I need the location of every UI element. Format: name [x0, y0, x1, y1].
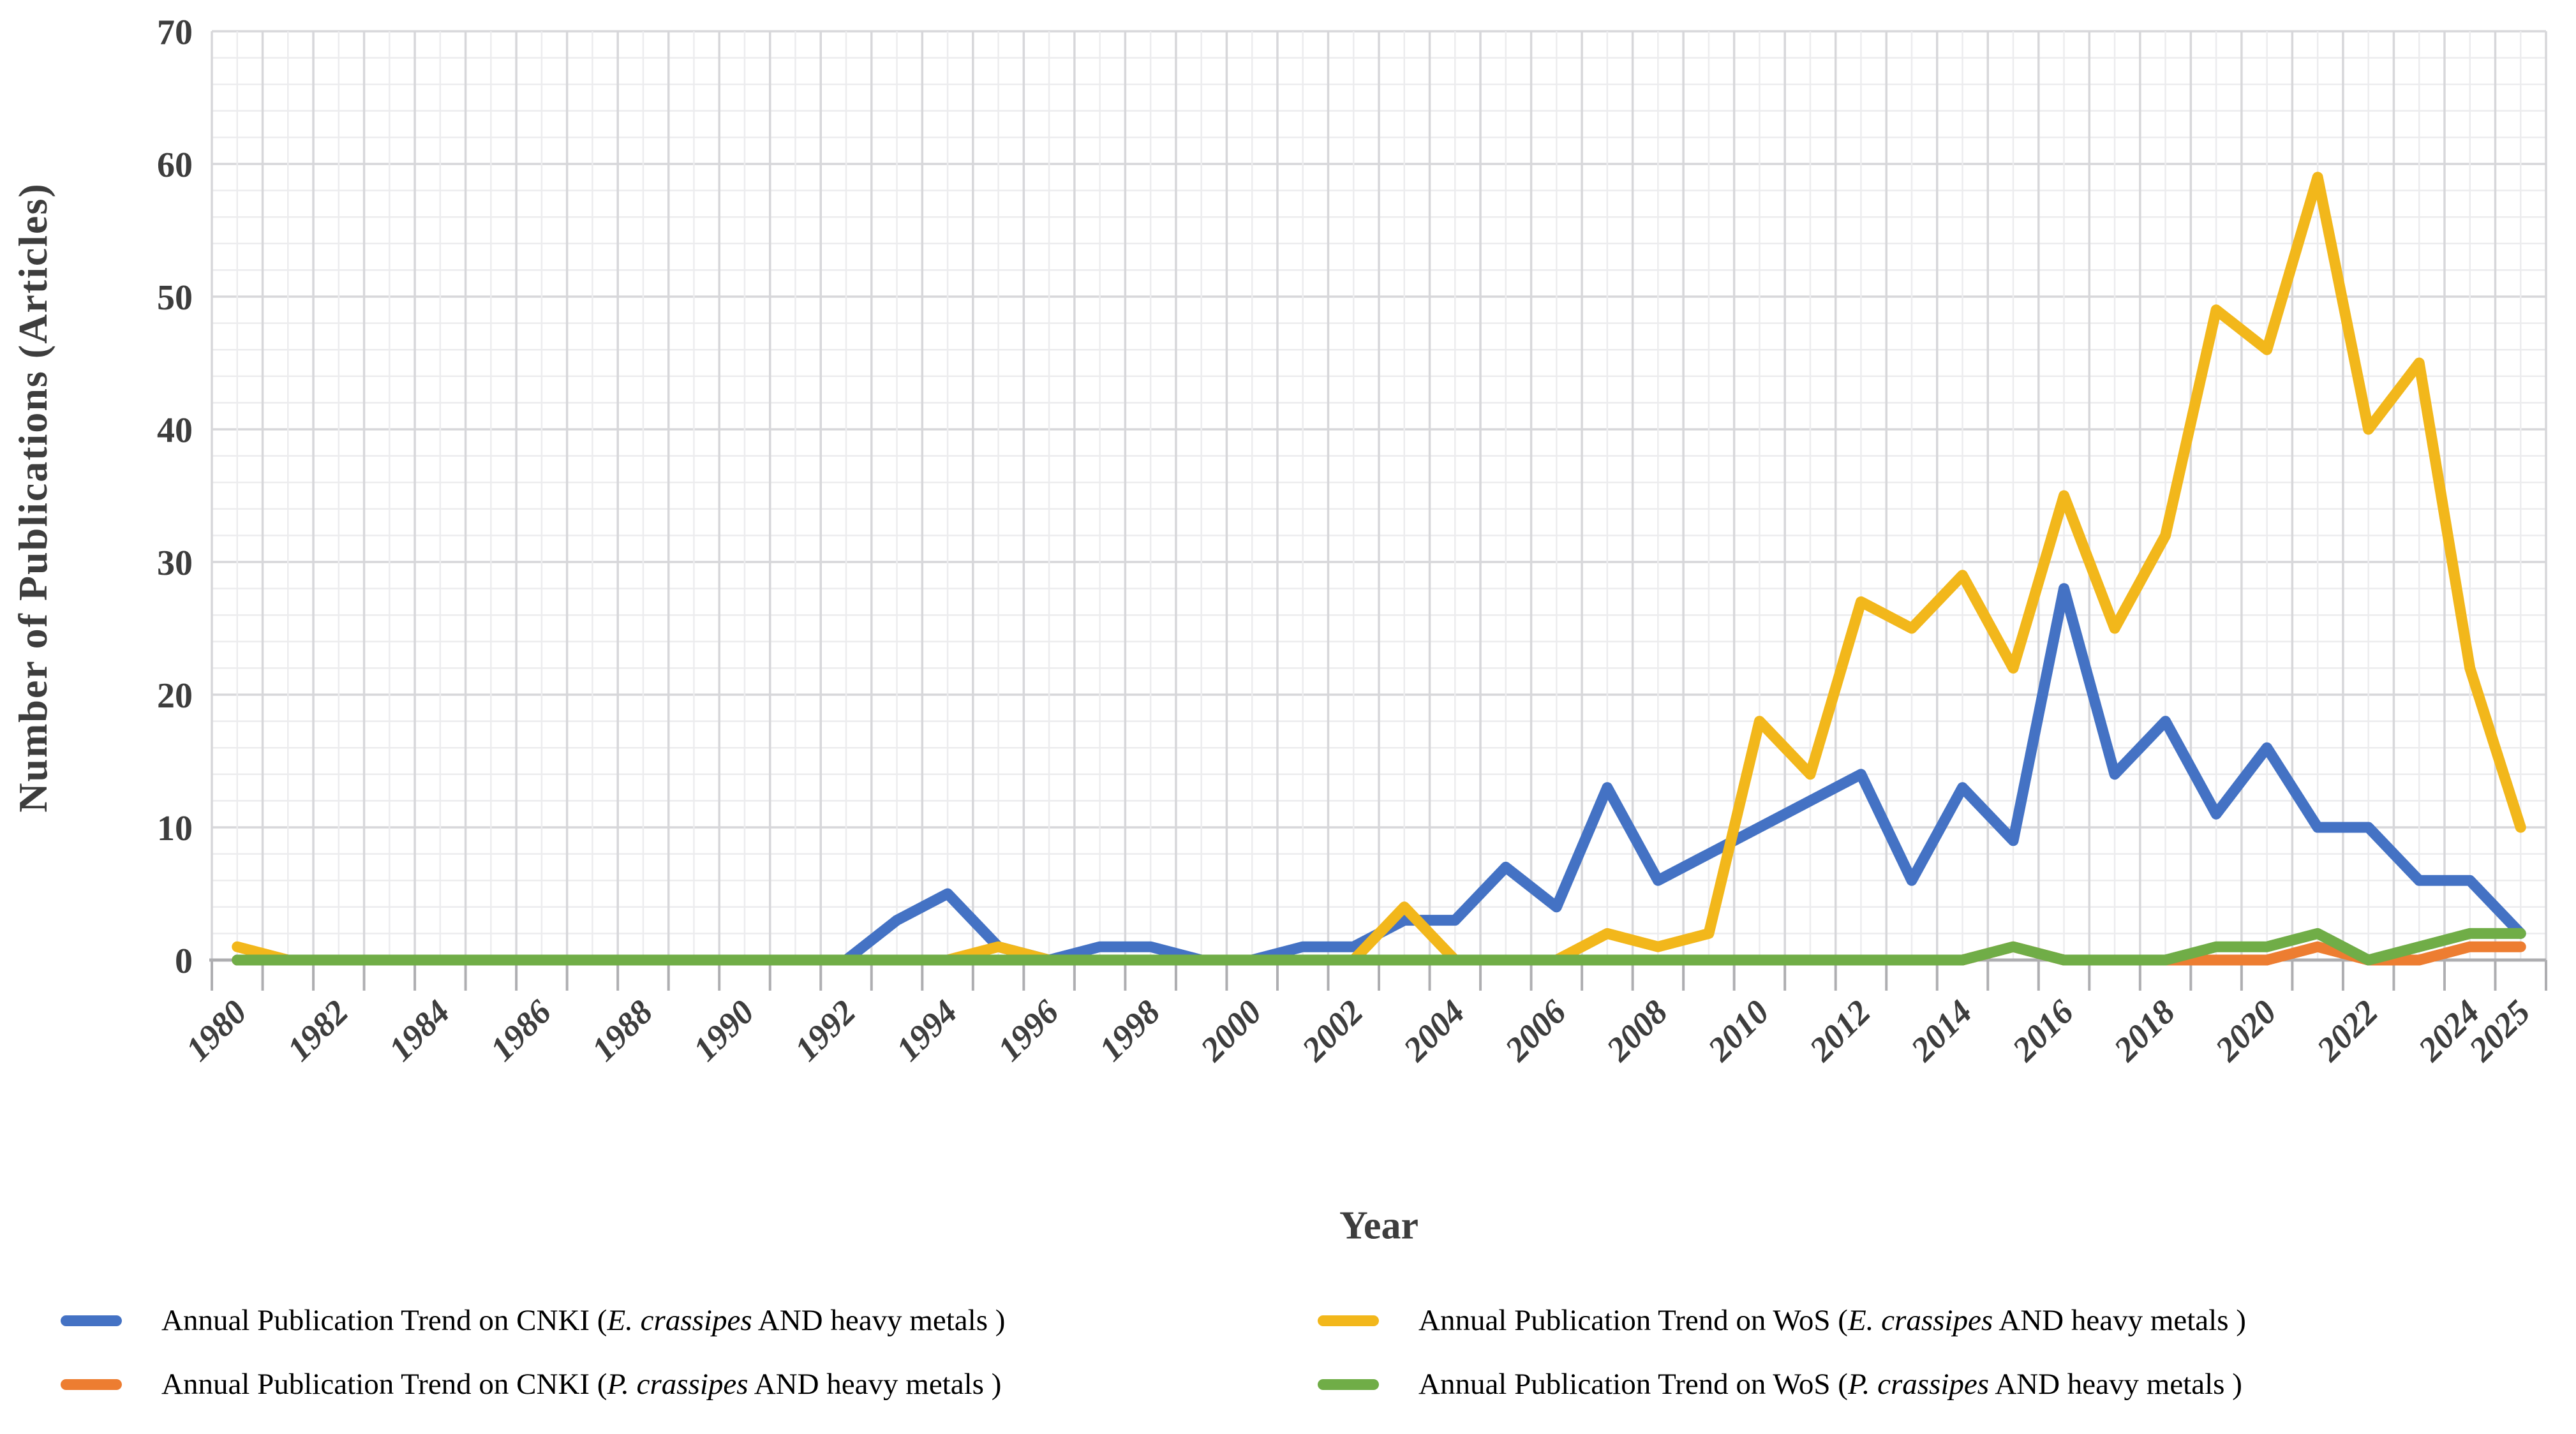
- svg-text:10: 10: [157, 809, 193, 848]
- svg-text:2025: 2025: [2461, 993, 2538, 1069]
- svg-text:40: 40: [157, 411, 193, 450]
- svg-text:1992: 1992: [787, 993, 863, 1068]
- svg-text:2016: 2016: [2005, 993, 2081, 1069]
- svg-text:1996: 1996: [990, 993, 1066, 1068]
- y-axis-title: Number of Publications (Articles): [10, 182, 56, 813]
- legend-item-cnki-e-crassipes: Annual Publication Trend on CNKI (E. cra…: [61, 1298, 1005, 1343]
- legend-swatch-cnki-e-crassipes: [61, 1315, 122, 1326]
- svg-text:0: 0: [175, 942, 193, 981]
- svg-text:1982: 1982: [279, 993, 355, 1068]
- svg-text:1980: 1980: [178, 993, 254, 1068]
- svg-text:2008: 2008: [1598, 993, 1675, 1069]
- svg-text:1988: 1988: [584, 993, 660, 1068]
- legend-label-wos-e-crassipes: Annual Publication Trend on WoS (E. cras…: [1418, 1304, 2246, 1337]
- svg-text:2006: 2006: [1497, 993, 1574, 1069]
- svg-text:2012: 2012: [1801, 993, 1878, 1069]
- legend-swatch-cnki-p-crassipes: [61, 1379, 122, 1390]
- svg-text:1994: 1994: [889, 993, 965, 1068]
- svg-text:1986: 1986: [483, 993, 559, 1068]
- legend-swatch-wos-e-crassipes: [1318, 1315, 1379, 1326]
- svg-text:1998: 1998: [1092, 993, 1168, 1068]
- svg-text:60: 60: [157, 145, 193, 185]
- svg-text:2018: 2018: [2106, 993, 2183, 1069]
- svg-text:2010: 2010: [1700, 993, 1776, 1069]
- svg-text:2002: 2002: [1294, 993, 1371, 1069]
- legend-item-wos-e-crassipes: Annual Publication Trend on WoS (E. cras…: [1318, 1298, 2246, 1343]
- x-axis-title: Year: [1339, 1204, 1418, 1248]
- svg-text:2022: 2022: [2309, 993, 2386, 1069]
- svg-text:50: 50: [157, 278, 193, 318]
- svg-text:30: 30: [157, 543, 193, 583]
- svg-text:20: 20: [157, 676, 193, 716]
- svg-text:2020: 2020: [2208, 993, 2284, 1069]
- legend-label-cnki-e-crassipes: Annual Publication Trend on CNKI (E. cra…: [161, 1304, 1006, 1337]
- legend-item-wos-p-crassipes: Annual Publication Trend on WoS (P. cras…: [1318, 1362, 2242, 1407]
- svg-text:1990: 1990: [686, 993, 762, 1068]
- legend-swatch-wos-p-crassipes: [1318, 1379, 1379, 1390]
- legend-item-cnki-p-crassipes: Annual Publication Trend on CNKI (P. cra…: [61, 1362, 1001, 1407]
- svg-text:2004: 2004: [1396, 993, 1472, 1069]
- svg-text:2014: 2014: [1903, 993, 1979, 1069]
- legend-label-wos-p-crassipes: Annual Publication Trend on WoS (P. cras…: [1418, 1368, 2242, 1401]
- legend-label-cnki-p-crassipes: Annual Publication Trend on CNKI (P. cra…: [161, 1368, 1002, 1401]
- svg-text:2000: 2000: [1193, 993, 1269, 1069]
- svg-text:1984: 1984: [382, 993, 458, 1068]
- line-chart-plot: 0 10 20 30 40 50 60 70 1980 1982 1984 1986 1988 1990 1…: [157, 13, 2547, 1069]
- svg-text:70: 70: [157, 13, 193, 52]
